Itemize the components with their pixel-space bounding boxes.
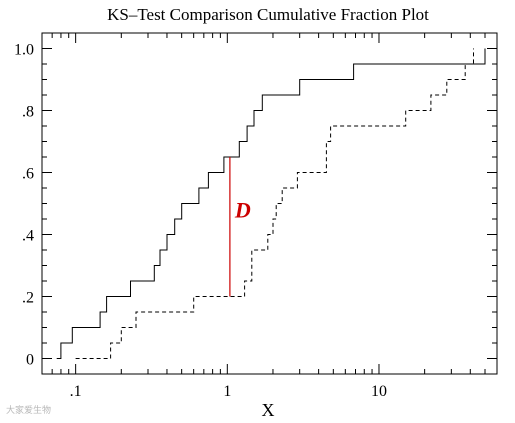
annotation-layer: D xyxy=(229,157,251,297)
y-tick-label: 1.0 xyxy=(14,42,34,59)
watermark: 大家爱生物 xyxy=(6,404,51,416)
dashed-cdf-series xyxy=(75,48,474,359)
x-tick-label: 10 xyxy=(371,383,387,400)
y-tick-label: .2 xyxy=(22,290,34,307)
y-tick-label: .4 xyxy=(22,228,34,245)
series-layer xyxy=(56,48,486,359)
solid-cdf-series xyxy=(56,48,486,359)
d-statistic-label: D xyxy=(234,198,251,223)
x-tick-label: .1 xyxy=(70,383,82,400)
y-tick-labels: 0 .2 .4 .6 .8 1.0 xyxy=(14,42,34,369)
y-tick-label: .6 xyxy=(22,166,34,183)
plot-frame xyxy=(41,32,498,375)
x-axis-label: X xyxy=(262,400,275,420)
x-tick-label: 1 xyxy=(223,383,231,400)
axis-ticks xyxy=(41,33,498,374)
y-tick-label: 0 xyxy=(26,352,34,369)
x-tick-labels: .1 1 10 xyxy=(70,383,387,400)
y-tick-label: .8 xyxy=(22,104,34,121)
chart-title: KS–Test Comparison Cumulative Fraction P… xyxy=(107,5,429,24)
